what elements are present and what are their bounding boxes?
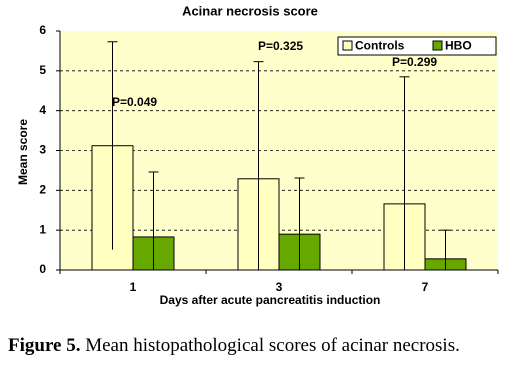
y-axis-label: Mean score xyxy=(16,119,30,185)
y-tick-label: 3 xyxy=(39,143,46,157)
caption: Figure 5. Mean histopathological scores … xyxy=(8,334,496,358)
x-tick-label: 3 xyxy=(276,280,283,294)
x-tick-label: 7 xyxy=(422,280,429,294)
legend-swatch xyxy=(342,40,353,51)
legend-label: Controls xyxy=(355,39,405,53)
annotation: P=0.325 xyxy=(258,39,303,53)
chart: Acinar necrosis score Days after acute p… xyxy=(16,3,499,307)
y-tick-label: 5 xyxy=(39,63,46,77)
chart-title: Acinar necrosis score xyxy=(182,3,318,18)
y-tick-label: 2 xyxy=(39,183,46,197)
caption-text: Mean histopathological scores of acinar … xyxy=(85,335,460,356)
y-tick-label: 6 xyxy=(39,23,46,37)
legend-box xyxy=(337,36,497,56)
y-tick-label: 1 xyxy=(39,222,46,236)
y-tick-label: 4 xyxy=(39,103,46,117)
caption-label: Figure 5. xyxy=(8,335,81,356)
x-tick-label: 1 xyxy=(130,280,137,294)
legend-label: HBO xyxy=(445,39,472,53)
annotation: P=0.049 xyxy=(112,95,157,109)
annotation: P=0.299 xyxy=(392,55,437,69)
x-axis-label: Days after acute pancreatitis induction xyxy=(160,293,381,307)
y-tick-label: 0 xyxy=(39,262,46,276)
legend-swatch xyxy=(432,40,443,51)
